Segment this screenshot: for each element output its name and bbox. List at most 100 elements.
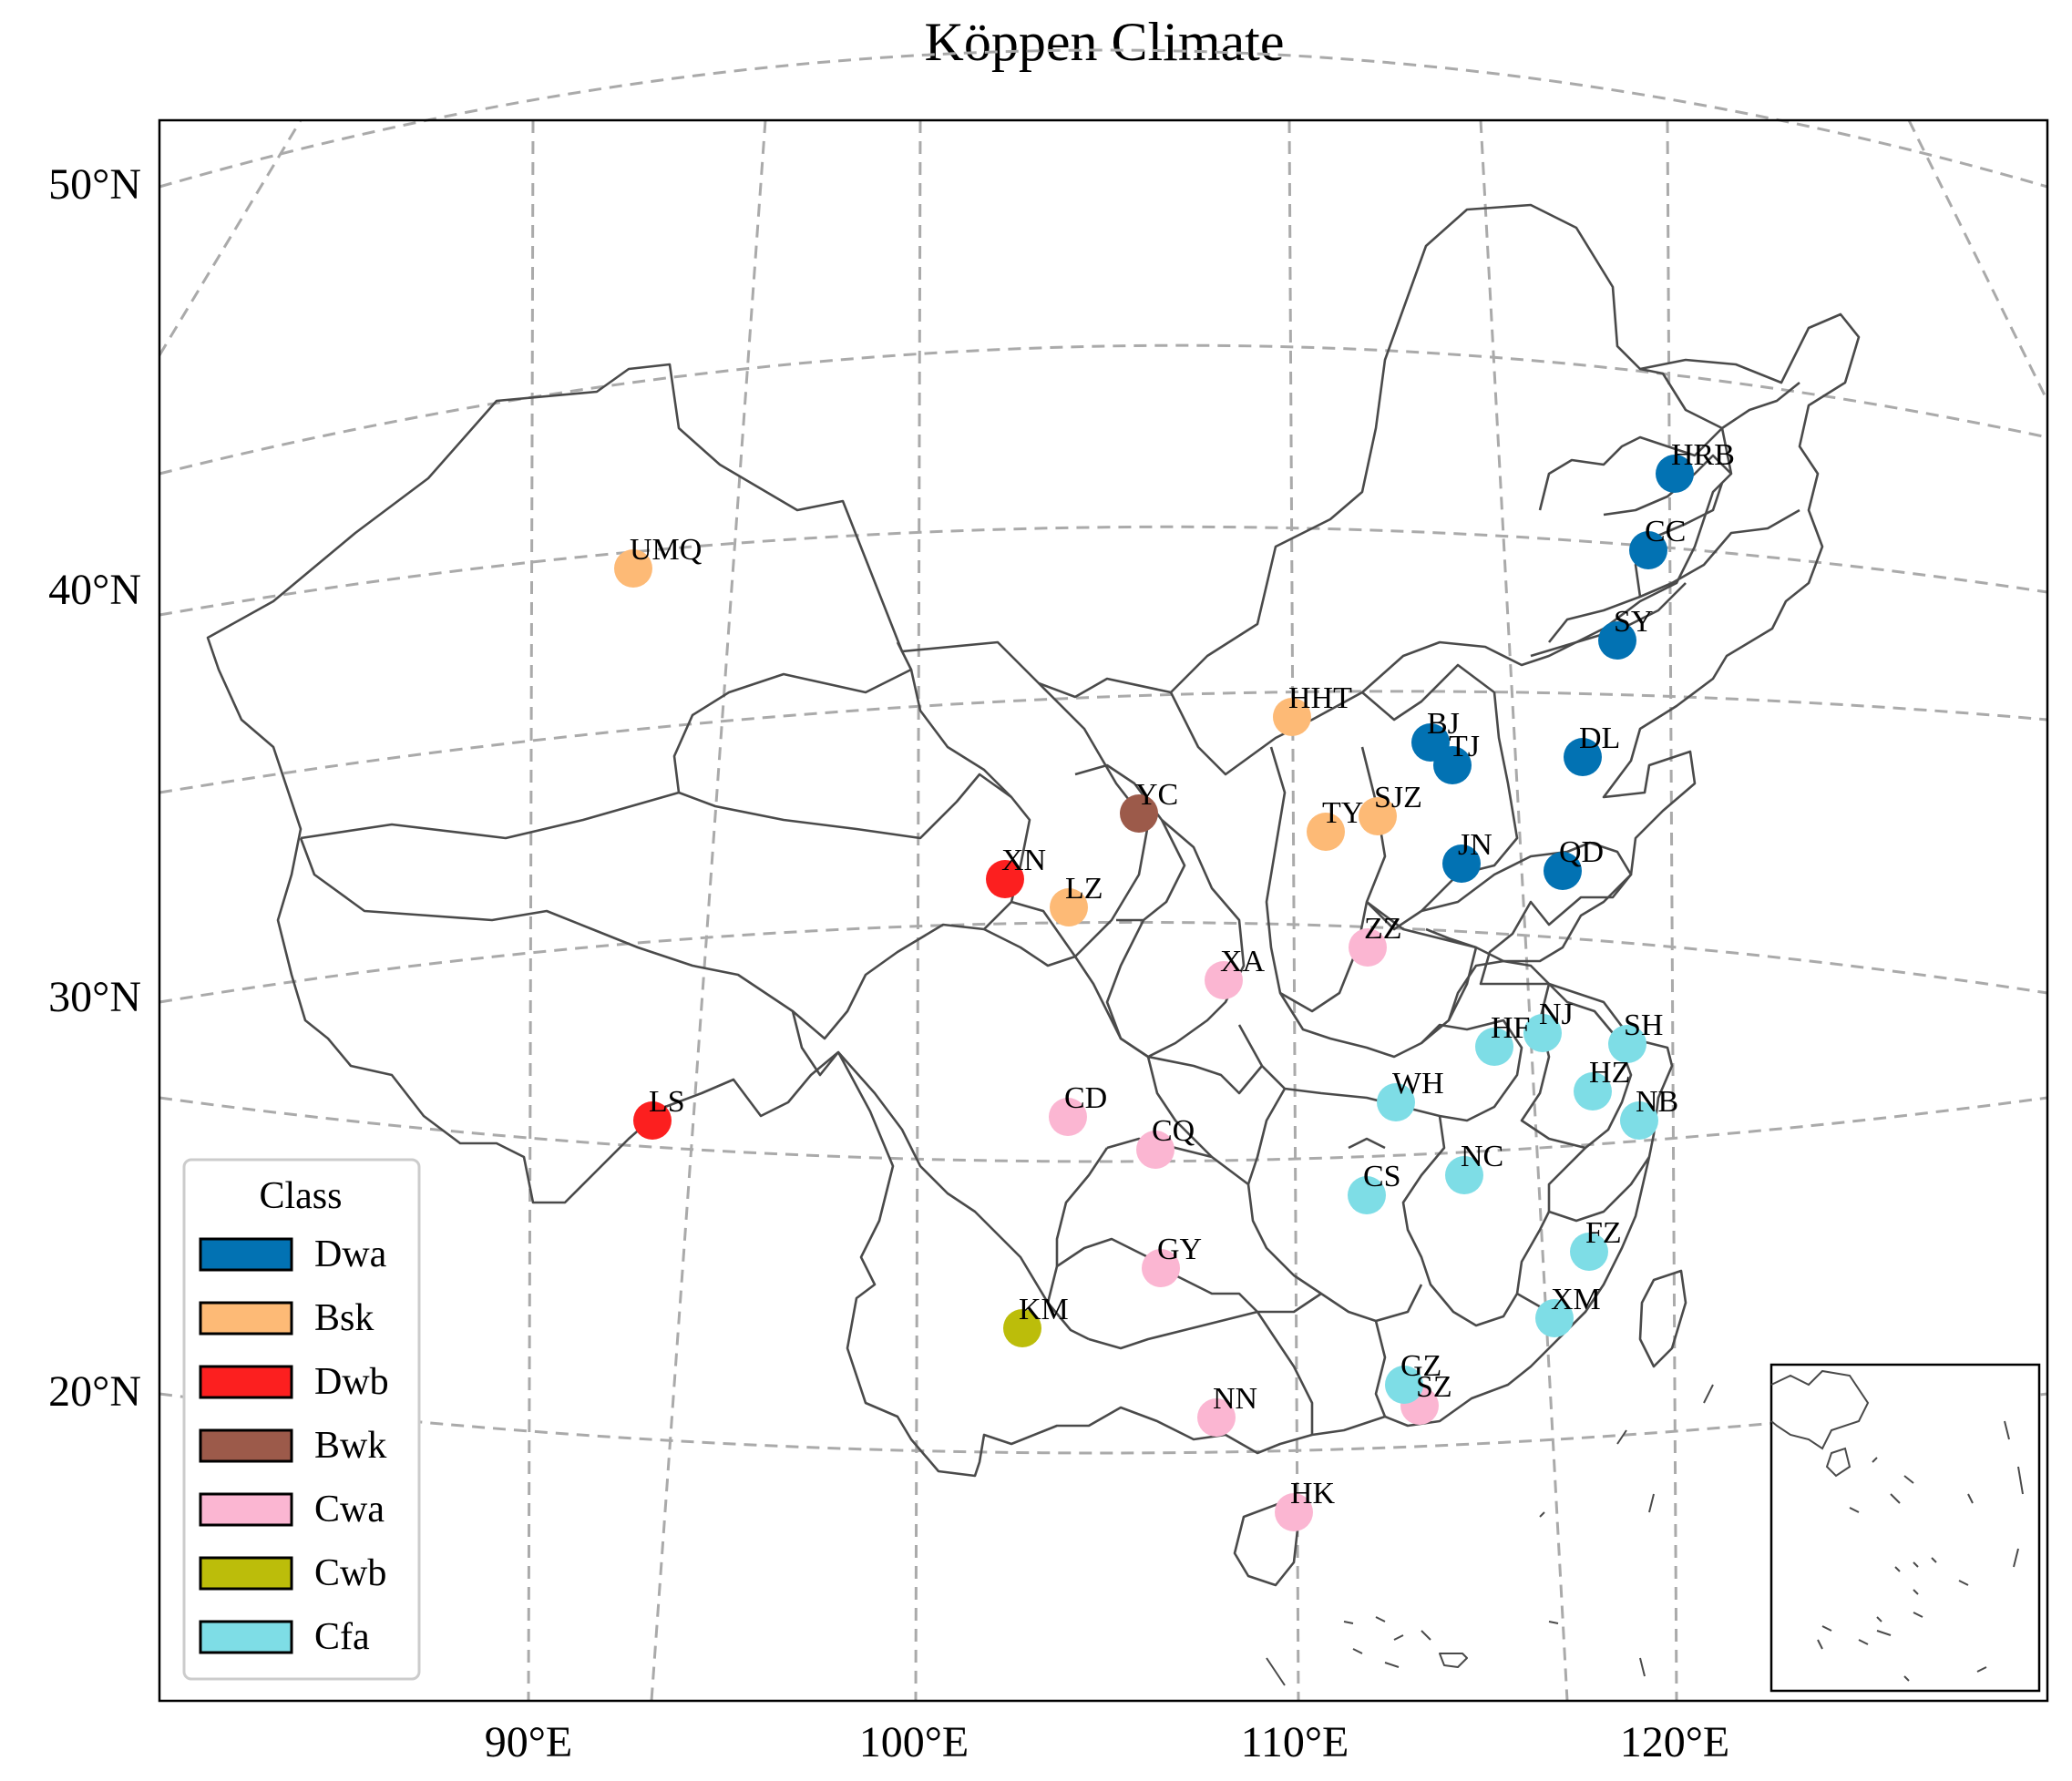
station-marker-lz (1050, 888, 1088, 926)
station-label-km: KM (1019, 1293, 1069, 1326)
station-label-lz: LZ (1065, 872, 1103, 906)
lon-label-100e: 100°E (859, 1718, 969, 1766)
station-label-xn: XN (1001, 844, 1046, 877)
legend-label-dwb: Dwb (314, 1361, 389, 1403)
map-frame (158, 118, 2049, 1703)
lon-label-110e: 110°E (1241, 1718, 1349, 1766)
meridian-85e (158, 119, 303, 356)
parallel-20n (159, 1392, 2048, 1455)
station-marker-cc (1629, 531, 1667, 569)
henan-border (1278, 900, 1478, 1059)
inset-map (1769, 1363, 2041, 1693)
station-label-hk: HK (1290, 1477, 1336, 1510)
station-label-umq: UMQ (630, 533, 702, 567)
station-marker-tj (1433, 746, 1472, 784)
legend-items: Dwa Bsk Dwb Bwk Cwa Cwb Cfa (199, 1233, 389, 1658)
station-marker-umq (614, 549, 652, 588)
parallel-50n (159, 48, 2048, 189)
legend-label-dwa: Dwa (314, 1233, 387, 1275)
station-label-yc: YC (1135, 778, 1178, 812)
parallel-35n (159, 690, 2048, 794)
meridian-100e (914, 119, 922, 1702)
legend-label-bsk: Bsk (314, 1297, 374, 1339)
legend-label-cfa: Cfa (314, 1616, 370, 1658)
shandong-border (1421, 841, 1633, 963)
heilongjiang-border (1538, 381, 1800, 511)
zhejiang-border (1547, 1147, 1651, 1223)
hubei-border (1237, 1018, 1523, 1122)
yunnan-border (837, 1051, 1050, 1304)
legend-swatch-dwa (199, 1237, 293, 1272)
station-label-hrb: HRB (1671, 438, 1735, 472)
station-label-nn: NN (1213, 1382, 1257, 1416)
station-label-sjz: SJZ (1374, 781, 1422, 814)
station-label-xa: XA (1220, 945, 1266, 978)
qinghai-border (678, 773, 1031, 1040)
station-marker-gz (1385, 1366, 1423, 1404)
station-label-hz: HZ (1589, 1056, 1630, 1090)
inset-frame (1769, 1363, 2041, 1693)
lon-label-120e: 120°E (1620, 1718, 1730, 1766)
meridian-125e (1907, 119, 2049, 402)
lon-tick-labels: 90°E 100°E 110°E 120°E (485, 1718, 1730, 1766)
station-marker-qd (1544, 852, 1582, 890)
legend-box (182, 1158, 421, 1681)
xinjiang-border (300, 641, 913, 840)
station-marker-dl (1564, 738, 1602, 776)
legend-swatch-bwk (199, 1428, 293, 1463)
station-label-tj: TJ (1449, 730, 1480, 763)
station-marker-yc (1120, 794, 1158, 833)
station-marker-ty (1307, 813, 1345, 851)
hunan-border (1246, 1088, 1423, 1323)
station-label-hf: HF (1491, 1011, 1530, 1045)
station-marker-nj (1523, 1014, 1562, 1052)
legend-swatch-dwb (199, 1365, 293, 1399)
station-label-dl: DL (1579, 722, 1620, 755)
parallel-30n (159, 920, 2048, 1004)
station-marker-hf (1475, 1028, 1513, 1066)
station-marker-jn (1442, 844, 1481, 883)
meridian-110e (1287, 119, 1300, 1702)
station-marker-hk (1275, 1493, 1313, 1531)
station-marker-nc (1445, 1156, 1483, 1194)
station-label-cd: CD (1064, 1081, 1107, 1115)
station-marker-cq (1136, 1131, 1174, 1169)
gansu-border (909, 669, 1150, 967)
station-marker-nb (1620, 1101, 1658, 1140)
station-marker-gy (1142, 1249, 1180, 1287)
legend-title: Class (259, 1175, 342, 1217)
station-label-nj: NJ (1539, 998, 1574, 1031)
station-marker-km (1003, 1309, 1041, 1347)
station-label-nc: NC (1461, 1140, 1503, 1173)
station-label-hht: HHT (1288, 681, 1352, 715)
parallel-25n (159, 1096, 2048, 1163)
lon-label-90e: 90°E (485, 1718, 573, 1766)
station-marker-wh (1377, 1083, 1415, 1121)
parallel-45n (159, 343, 2048, 476)
inset-coastline (1770, 1369, 2024, 1682)
lat-label-50n: 50°N (48, 160, 141, 209)
station-marker-hz (1574, 1072, 1612, 1111)
station-label-ls: LS (649, 1085, 685, 1119)
meridian-90e (527, 119, 535, 1702)
parallel-40n (159, 525, 2048, 617)
station-label-qd: QD (1559, 835, 1604, 869)
station-marker-ls (633, 1101, 672, 1140)
country-border (206, 203, 1861, 1478)
shaanxi-border (1105, 819, 1246, 1059)
station-label-xm: XM (1551, 1283, 1601, 1316)
station-marker-sjz (1359, 797, 1397, 835)
station-marker-cd (1049, 1098, 1087, 1136)
station-marker-cs (1348, 1176, 1386, 1214)
tibet-border (299, 837, 840, 1077)
station-label-nb: NB (1636, 1085, 1678, 1119)
station-label-sy: SY (1614, 605, 1653, 639)
station-marker-sh (1608, 1025, 1646, 1063)
legend-swatch-cfa (199, 1620, 293, 1654)
station-marker-nn (1197, 1398, 1236, 1437)
station-marker-hht (1273, 698, 1311, 736)
station-label-cq: CQ (1152, 1114, 1195, 1148)
lat-label-20n: 20°N (48, 1367, 141, 1416)
legend-label-cwb: Cwb (314, 1552, 386, 1594)
